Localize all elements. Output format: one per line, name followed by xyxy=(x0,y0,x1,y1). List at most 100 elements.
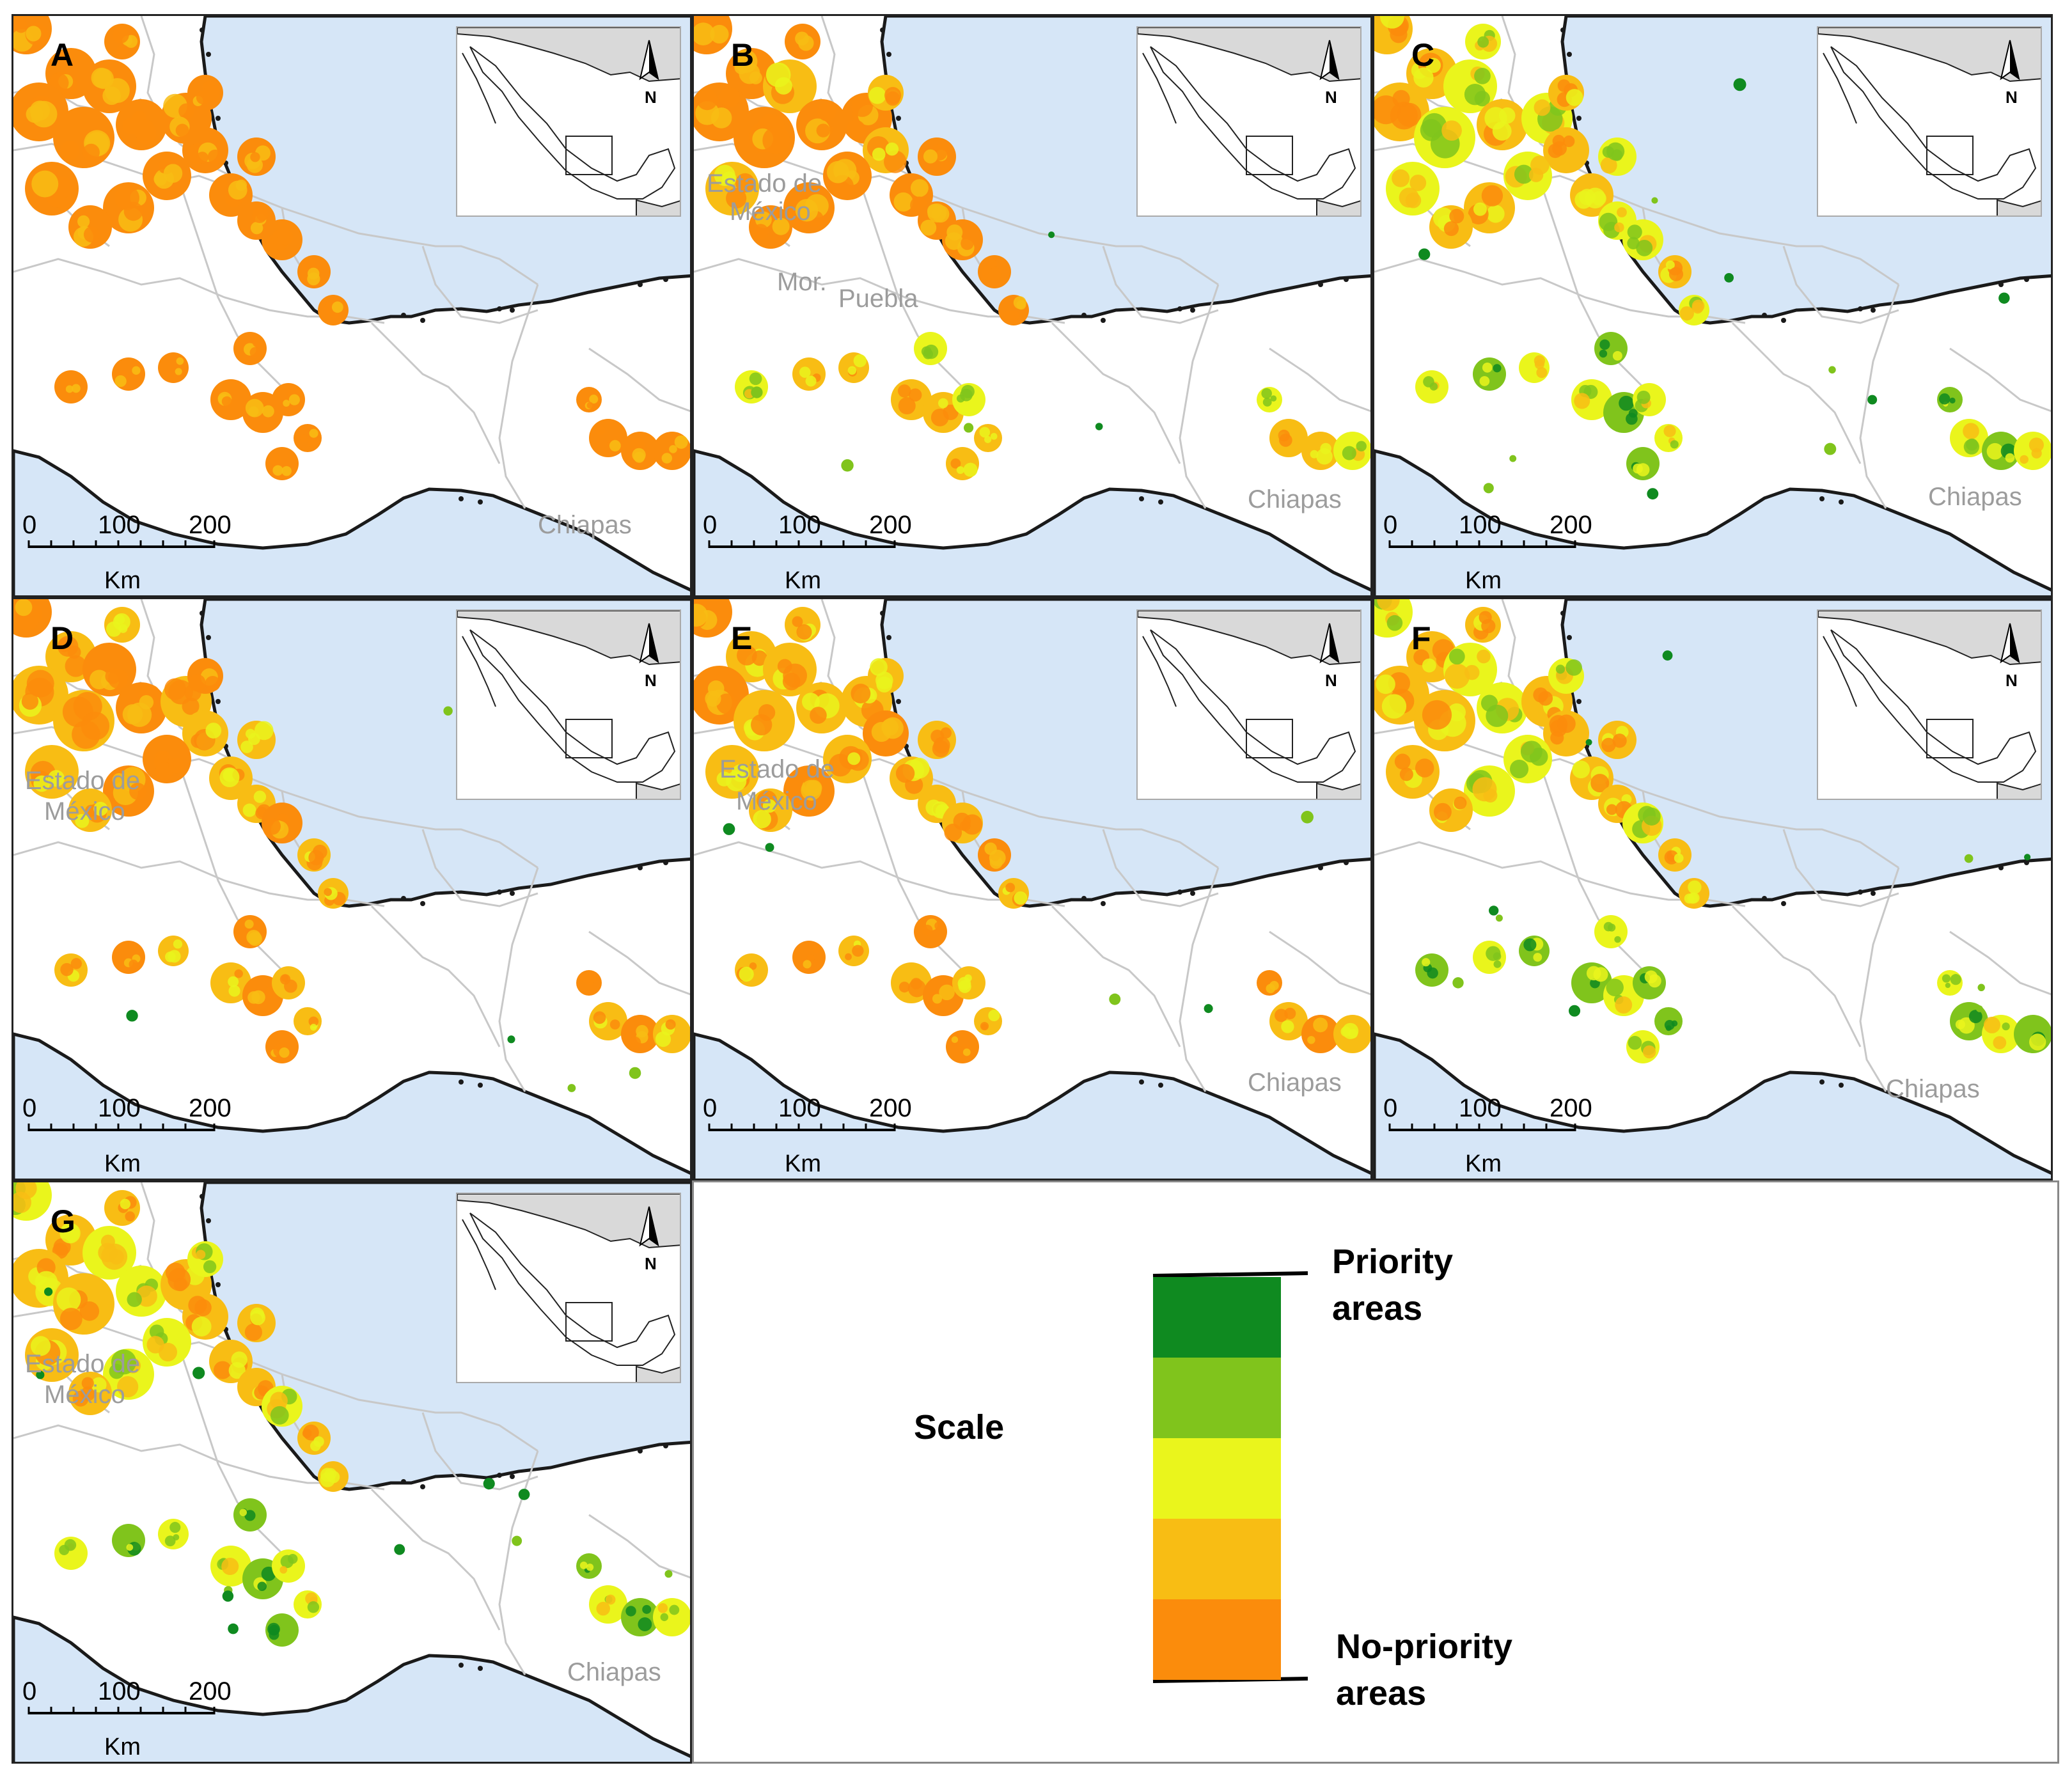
priority-cluster xyxy=(318,878,349,909)
priority-cluster xyxy=(209,1340,253,1383)
priority-cluster xyxy=(104,24,140,59)
priority-cluster xyxy=(104,607,140,643)
priority-cluster xyxy=(918,721,956,759)
north-label: N xyxy=(2005,88,2018,107)
coastal-islet xyxy=(1560,27,1566,33)
coastal-islet xyxy=(886,52,891,57)
priority-cluster xyxy=(734,690,795,751)
priority-cluster xyxy=(735,953,768,987)
scale-bar: 0 100 200 Km xyxy=(1383,1094,1594,1177)
priority-cluster xyxy=(1679,878,1709,909)
priority-cluster xyxy=(1519,936,1550,966)
priority-cluster xyxy=(1465,607,1501,643)
priority-speck xyxy=(1651,197,1658,204)
priority-cluster xyxy=(233,332,267,365)
coastal-islet xyxy=(200,27,205,33)
state-border xyxy=(421,246,538,324)
scale-tick-label: 100 xyxy=(98,511,141,539)
priority-cluster xyxy=(1633,383,1666,416)
priority-speck xyxy=(1483,483,1494,494)
priority-speck xyxy=(1975,1005,1983,1012)
inset-mexico xyxy=(469,46,676,200)
coastal-islet xyxy=(1576,116,1581,121)
north-arrow-fill xyxy=(649,40,658,79)
priority-cluster xyxy=(1548,75,1584,111)
state-border xyxy=(498,867,539,1092)
priority-speck xyxy=(1418,248,1431,260)
priority-cluster xyxy=(158,936,189,966)
coastal-islet xyxy=(1081,313,1087,318)
priority-cluster xyxy=(942,219,983,260)
priority-cluster xyxy=(1658,838,1691,872)
legend-top-line2: areas xyxy=(1332,1289,1423,1328)
panel-label: B xyxy=(731,37,755,73)
priority-cluster xyxy=(621,1598,659,1636)
priority-cluster xyxy=(946,447,979,480)
priority-cluster xyxy=(53,107,114,168)
priority-cluster xyxy=(978,255,1011,288)
coastal-islet xyxy=(1318,865,1323,870)
priority-cluster xyxy=(1429,205,1473,249)
priority-cluster xyxy=(749,788,792,832)
legend-bottom-line1: No-priority xyxy=(1336,1627,1512,1666)
priority-cluster xyxy=(1654,424,1683,452)
priority-cluster xyxy=(785,24,820,59)
priority-speck xyxy=(394,1544,405,1555)
priority-cluster xyxy=(1622,803,1663,843)
priority-cluster xyxy=(272,383,305,416)
priority-cluster xyxy=(589,1585,627,1624)
coastal-islet xyxy=(420,1484,425,1489)
place-name: Chiapas xyxy=(1248,485,1342,513)
priority-cluster xyxy=(974,1007,1002,1035)
priority-cluster xyxy=(143,1318,191,1367)
priority-cluster xyxy=(297,838,331,872)
coastal-islet xyxy=(216,699,221,704)
priority-cluster xyxy=(13,599,52,638)
priority-cluster xyxy=(210,962,251,1003)
inset-baja xyxy=(462,1219,496,1290)
inset-extent-box xyxy=(565,1302,613,1342)
priority-cluster xyxy=(653,1598,690,1636)
priority-cluster xyxy=(13,1182,52,1221)
coastal-islet xyxy=(216,116,221,121)
inset-mexico xyxy=(469,1212,676,1366)
priority-speck xyxy=(1977,984,1985,991)
legend-swatch-1 xyxy=(1153,1277,1281,1358)
locator-inset-map: N xyxy=(1817,609,2042,800)
inset-usa xyxy=(457,1194,680,1249)
coastal-islet xyxy=(510,891,515,896)
scale-tick-label: 200 xyxy=(1550,511,1592,539)
state-border xyxy=(1731,322,1862,464)
priority-cluster xyxy=(187,75,223,111)
scale-unit: Km xyxy=(104,1150,141,1177)
place-name: Chiapas xyxy=(1886,1075,1980,1103)
priority-cluster xyxy=(182,710,228,756)
priority-cluster xyxy=(237,137,276,176)
priority-cluster xyxy=(1257,970,1282,996)
inset-usa xyxy=(1818,611,2041,666)
priority-cluster xyxy=(653,1015,690,1053)
priority-cluster xyxy=(1982,1015,2020,1053)
coastal-islet xyxy=(206,52,211,57)
priority-cluster xyxy=(318,1461,349,1492)
scale-tick-label: 100 xyxy=(778,511,821,539)
scale-bar: 0 100 200 Km xyxy=(1383,511,1594,594)
state-border xyxy=(588,930,690,996)
panel-label: A xyxy=(51,37,74,73)
priority-cluster xyxy=(863,127,909,173)
coastal-islet xyxy=(420,318,425,323)
coastal-islet xyxy=(216,1282,221,1287)
coastal-islet xyxy=(2024,277,2029,282)
state-border xyxy=(1179,867,1220,1092)
priority-cluster xyxy=(143,152,191,200)
priority-cluster xyxy=(1982,432,2020,470)
inset-extent-box xyxy=(565,719,613,758)
priority-speck xyxy=(1568,1005,1581,1017)
priority-cluster xyxy=(1503,735,1552,783)
scale-tick-label: 100 xyxy=(778,1094,821,1122)
priority-cluster xyxy=(187,1241,223,1277)
inset-extent-box xyxy=(1246,719,1293,758)
map-panel-d: D Estado de México N 0 100 200 Km xyxy=(12,597,692,1180)
coastal-islet xyxy=(401,1479,406,1484)
priority-cluster xyxy=(890,173,933,217)
